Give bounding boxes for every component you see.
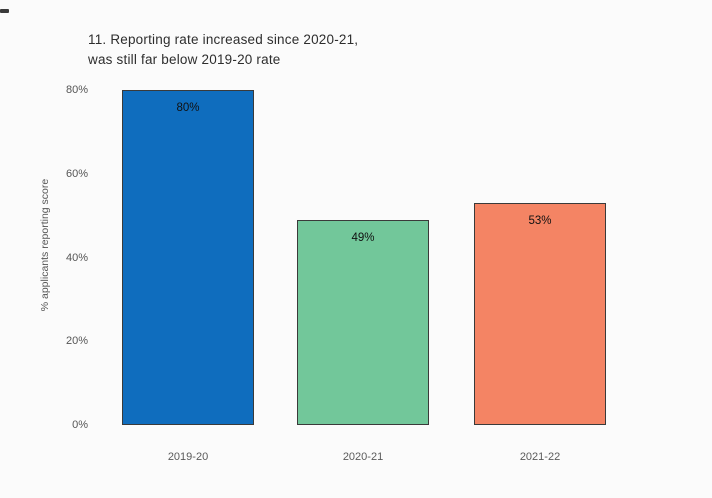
bar-2021-22: 53% [474, 203, 606, 425]
chart-title-line1: 11. Reporting rate increased since 2020-… [88, 32, 359, 47]
y-tick-label: 40% [65, 251, 88, 264]
x-tick-label: 2021-22 [519, 451, 561, 463]
x-tick-label: 2020-21 [342, 451, 384, 463]
y-tick-label: 0% [72, 419, 88, 431]
bar-2020-21: 49% [297, 219, 429, 425]
chart-title: 11. Reporting rate increased since 2020-… [88, 30, 358, 70]
bar-value-label: 53% [528, 215, 552, 228]
bar-value-label: 49% [351, 231, 375, 244]
x-tick-label: 2019-20 [167, 451, 209, 463]
bar-value-label: 80% [176, 102, 200, 114]
bar-2019-20: 80% [122, 90, 254, 425]
y-axis-title: % applicants reporting score [39, 178, 51, 312]
screen-edge-artifact [0, 9, 9, 13]
y-tick-label: 60% [65, 167, 88, 180]
y-tick-label: 80% [65, 84, 88, 96]
y-tick-label: 20% [65, 335, 88, 348]
chart-title-line2: was still far below 2019-20 rate [88, 52, 281, 67]
